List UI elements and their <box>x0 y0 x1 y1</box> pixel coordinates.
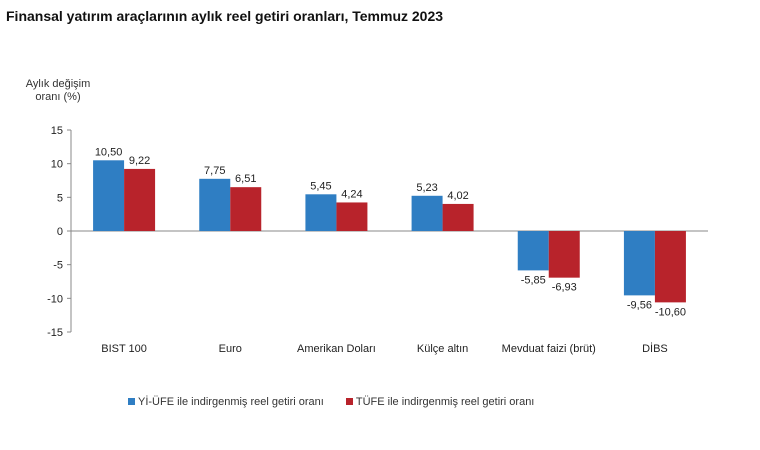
data-label: -5,85 <box>521 274 546 286</box>
legend-label: TÜFE ile indirgenmiş reel getiri oranı <box>355 396 535 408</box>
chart-title: Finansal yatırım araçlarının aylık reel … <box>6 8 444 24</box>
bar <box>623 231 655 296</box>
data-label: 6,51 <box>235 173 256 185</box>
data-label: 10,50 <box>95 146 123 158</box>
y-tick-label: -5 <box>53 260 63 272</box>
bar <box>199 178 231 231</box>
x-tick-label: Mevduat faizi (brüt) <box>502 343 596 355</box>
legend-item: Yİ-ÜFE ile indirgenmiş reel getiri oranı <box>128 396 324 408</box>
data-label: 4,24 <box>341 188 362 200</box>
y-tick-label: 5 <box>57 192 63 204</box>
legend-item: TÜFE ile indirgenmiş reel getiri oranı <box>345 396 535 408</box>
y-axis-label-line: Aylık değişim <box>25 78 91 90</box>
data-label: 9,22 <box>129 155 150 167</box>
data-label: 5,45 <box>310 180 331 192</box>
data-label: -6,93 <box>552 282 577 294</box>
bar <box>230 187 262 231</box>
bar <box>336 202 368 231</box>
x-tick-label: DİBS <box>642 342 668 355</box>
data-label: 7,75 <box>204 165 225 177</box>
y-axis-label-line: oranı (%) <box>35 91 81 103</box>
x-tick-label: Euro <box>219 343 242 355</box>
y-tick-label: -10 <box>47 293 63 305</box>
data-label: -10,60 <box>655 306 686 318</box>
bar <box>93 160 125 231</box>
x-tick-label: Amerikan Doları <box>297 343 376 355</box>
x-tick-label: Külçe altın <box>417 343 468 355</box>
y-tick-label: 0 <box>57 226 63 238</box>
y-tick-label: 15 <box>51 125 63 137</box>
y-tick-label: 10 <box>51 159 63 171</box>
bar <box>517 231 549 271</box>
legend-swatch <box>128 398 135 405</box>
bar <box>548 231 580 278</box>
bar <box>411 195 443 231</box>
bar <box>442 203 474 231</box>
data-label: 5,23 <box>416 182 437 194</box>
legend-swatch <box>345 398 353 405</box>
y-axis-label: Aylık değişim oranı (%) <box>18 78 98 104</box>
legend: Yİ-ÜFE ile indirgenmiş reel getiri oranı… <box>128 396 534 408</box>
x-tick-label: BIST 100 <box>101 343 147 355</box>
data-label: -9,56 <box>627 299 652 311</box>
bar <box>654 231 686 303</box>
data-label: 4,02 <box>447 190 468 202</box>
legend-label: Yİ-ÜFE ile indirgenmiş reel getiri oranı <box>138 396 324 408</box>
bar <box>124 168 156 231</box>
y-tick-label: -15 <box>47 327 63 339</box>
bar <box>305 194 337 231</box>
